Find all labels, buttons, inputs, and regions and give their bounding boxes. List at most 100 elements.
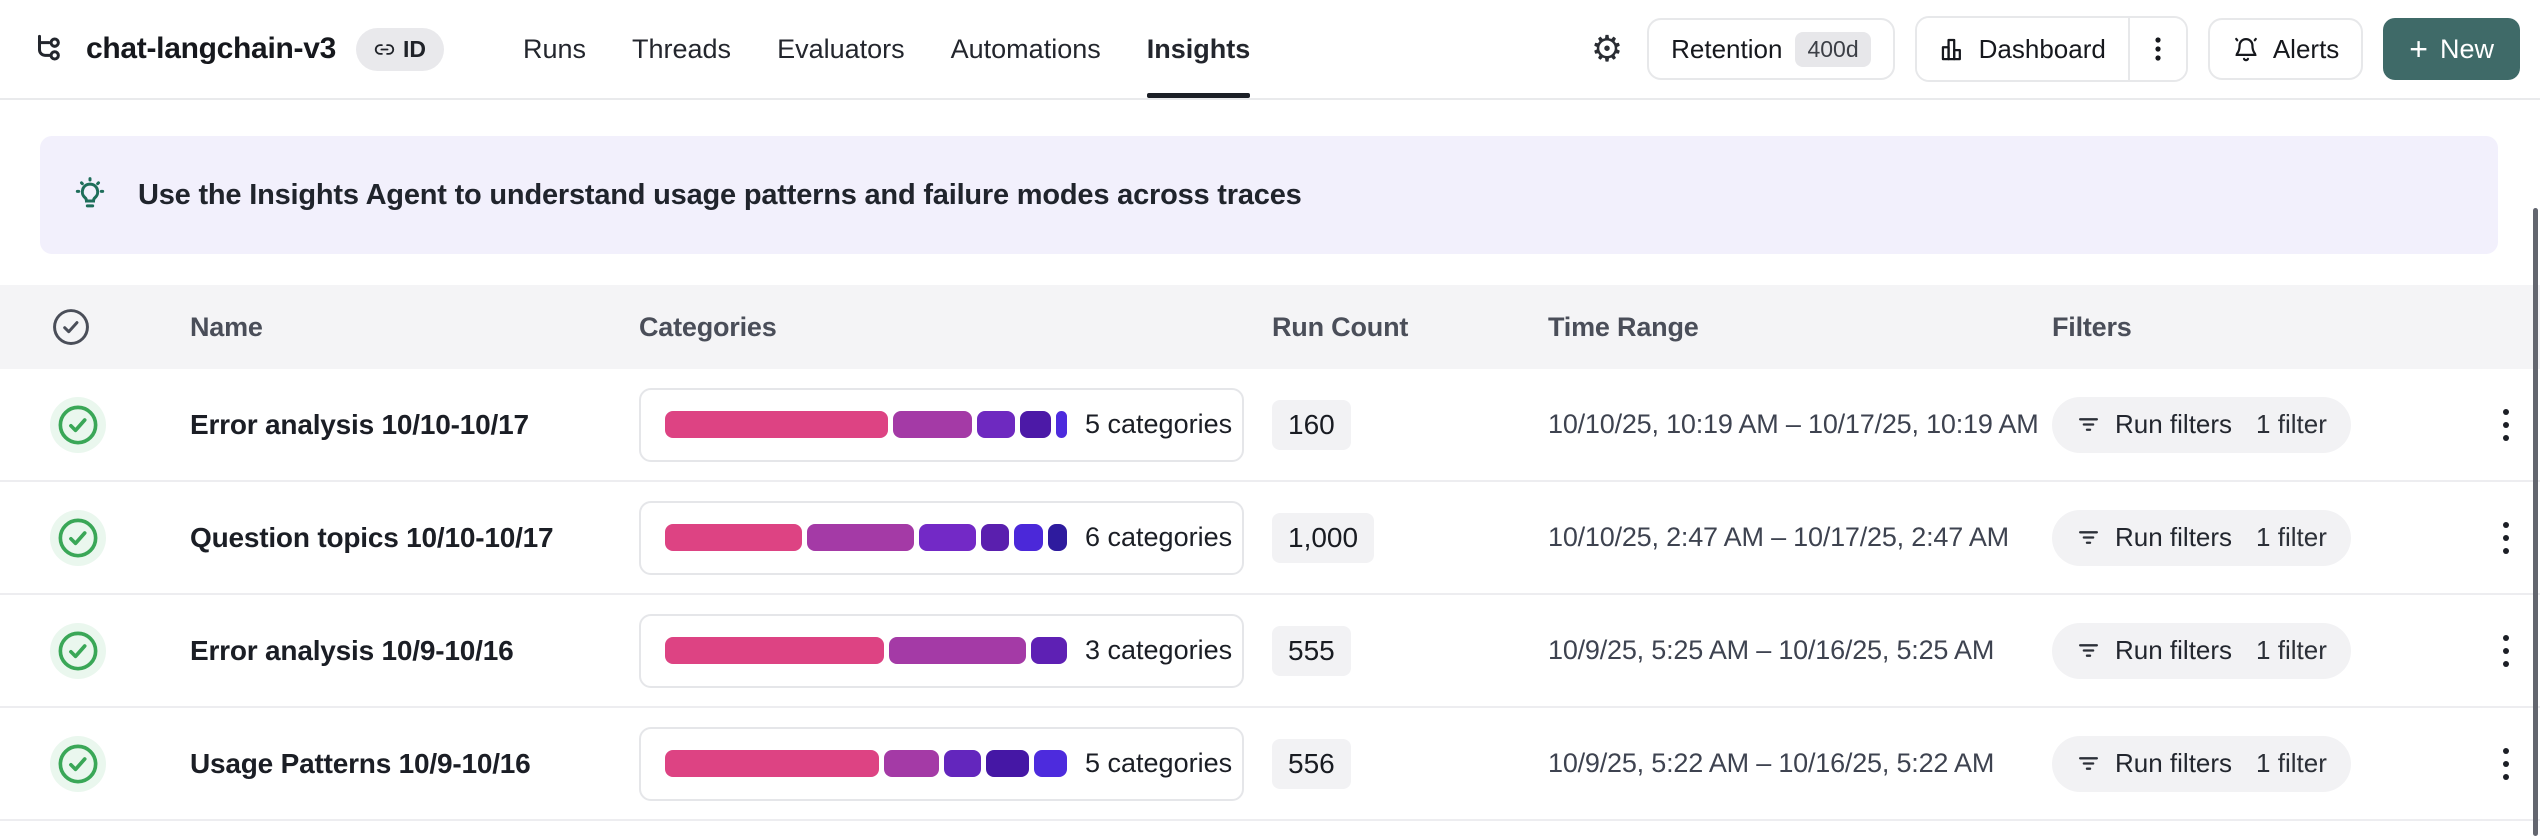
column-header-filters: Filters — [2052, 311, 2132, 342]
time-range: 10/10/25, 2:47 AM – 10/17/25, 2:47 AM — [1548, 522, 2009, 552]
retention-label: Retention — [1671, 33, 1783, 64]
column-header-time-range: Time Range — [1548, 311, 1699, 342]
row-status-cell — [0, 735, 190, 792]
link-icon — [374, 39, 395, 60]
time-range: 10/9/25, 5:25 AM – 10/16/25, 5:25 AM — [1548, 635, 1995, 665]
alerts-button[interactable]: Alerts — [2207, 18, 2364, 80]
run-filters-label: Run filters — [2115, 748, 2233, 778]
row-status-cell — [0, 396, 190, 453]
run-filters-chip[interactable]: Run filters 1 filter — [2052, 622, 2351, 679]
tab-runs[interactable]: Runs — [522, 33, 586, 64]
kebab-icon — [2503, 634, 2509, 667]
bell-icon — [2232, 35, 2260, 63]
category-segment — [986, 750, 1029, 777]
insights-table-body: Error analysis 10/10-10/17 5 categories … — [0, 369, 2540, 821]
vertical-scrollbar[interactable] — [2533, 208, 2538, 836]
filter-icon — [2076, 525, 2101, 550]
category-segment — [918, 524, 976, 551]
filters-cell: Run filters 1 filter — [2052, 622, 2472, 679]
category-segment — [807, 524, 914, 551]
filter-count-label: 1 filter — [2256, 748, 2327, 778]
run-filters-label: Run filters — [2115, 522, 2233, 552]
insights-banner: Use the Insights Agent to understand usa… — [40, 136, 2498, 254]
table-row[interactable]: Error analysis 10/9-10/16 3 categories 5… — [0, 595, 2540, 708]
kebab-icon — [2503, 521, 2509, 554]
page-title: chat-langchain-v3 — [86, 32, 336, 65]
status-success-icon — [50, 622, 106, 679]
row-menu-button[interactable] — [2487, 510, 2525, 566]
category-segment — [1014, 524, 1043, 551]
categories-cell: 3 categories — [639, 613, 1272, 688]
id-pill-label: ID — [402, 35, 426, 62]
kebab-icon — [2155, 37, 2161, 61]
table-row[interactable]: Usage Patterns 10/9-10/16 5 categories 5… — [0, 708, 2540, 821]
category-segment — [980, 524, 1010, 551]
retention-button[interactable]: Retention 400d — [1647, 18, 1895, 80]
insight-name: Question topics 10/10-10/17 — [190, 521, 554, 553]
categories-pill: 5 categories — [639, 726, 1244, 801]
insight-name: Error analysis 10/9-10/16 — [190, 634, 514, 666]
table-header-row: Name Categories Run Count Time Range Fil… — [0, 285, 2540, 369]
category-segment — [1033, 750, 1067, 777]
run-filters-chip[interactable]: Run filters 1 filter — [2052, 509, 2351, 566]
filter-icon — [2076, 412, 2101, 437]
dashboard-label: Dashboard — [1978, 33, 2106, 64]
row-menu-button[interactable] — [2487, 623, 2525, 679]
new-button[interactable]: + New — [2383, 18, 2520, 80]
category-segment — [884, 750, 939, 777]
categories-pill: 6 categories — [639, 500, 1244, 575]
tab-insights[interactable]: Insights — [1124, 0, 1274, 98]
categories-count-label: 5 categories — [1085, 748, 1233, 778]
row-menu-button[interactable] — [2487, 736, 2525, 792]
table-row[interactable]: Question topics 10/10-10/17 6 categories… — [0, 482, 2540, 595]
copy-id-button[interactable]: ID — [355, 27, 444, 71]
bar-chart-icon — [1939, 36, 1966, 63]
dashboard-button[interactable]: Dashboard — [1916, 18, 2128, 80]
category-bar — [665, 524, 1068, 551]
categories-pill: 3 categories — [639, 613, 1244, 688]
tab-evaluators[interactable]: Evaluators — [777, 33, 905, 64]
category-segment — [888, 637, 1027, 664]
row-actions-cell — [2472, 736, 2540, 792]
categories-pill: 5 categories — [639, 387, 1244, 462]
filters-cell: Run filters 1 filter — [2052, 396, 2472, 453]
run-count-cell: 556 — [1272, 738, 1548, 789]
banner-text: Use the Insights Agent to understand usa… — [138, 178, 1302, 211]
table-row[interactable]: Error analysis 10/10-10/17 5 categories … — [0, 369, 2540, 482]
row-actions-cell — [2472, 623, 2540, 679]
categories-count-label: 3 categories — [1085, 635, 1233, 665]
run-filters-chip[interactable]: Run filters 1 filter — [2052, 735, 2351, 792]
new-label: New — [2439, 33, 2494, 64]
categories-cell: 5 categories — [639, 387, 1272, 462]
tab-threads[interactable]: Threads — [632, 33, 732, 64]
category-segment — [665, 637, 884, 664]
category-segment — [892, 411, 973, 438]
dashboard-button-group: Dashboard — [1914, 16, 2188, 82]
run-count-cell: 160 — [1272, 399, 1548, 450]
run-count-cell: 555 — [1272, 625, 1548, 676]
category-segment — [1020, 411, 1052, 438]
categories-count-label: 6 categories — [1085, 522, 1233, 552]
kebab-icon — [2503, 747, 2509, 780]
categories-count-label: 5 categories — [1085, 409, 1233, 439]
row-menu-button[interactable] — [2487, 397, 2525, 453]
lightbulb-icon — [70, 175, 110, 215]
category-bar — [665, 411, 1067, 438]
run-filters-chip[interactable]: Run filters 1 filter — [2052, 396, 2351, 453]
category-segment — [1031, 637, 1067, 664]
run-count-badge: 555 — [1272, 625, 1351, 676]
gear-icon[interactable]: ⚙ — [1587, 27, 1627, 71]
insights-table: Name Categories Run Count Time Range Fil… — [0, 285, 2540, 821]
run-count-cell: 1,000 — [1272, 512, 1548, 563]
dashboard-more-button[interactable] — [2129, 18, 2186, 80]
insight-name: Usage Patterns 10/9-10/16 — [190, 747, 531, 779]
categories-cell: 5 categories — [639, 726, 1272, 801]
project-tree-icon — [30, 30, 68, 68]
status-success-icon — [50, 396, 106, 453]
category-segment — [665, 750, 880, 777]
column-header-name: Name — [190, 311, 263, 342]
tab-automations[interactable]: Automations — [950, 33, 1101, 64]
row-status-cell — [0, 509, 190, 566]
kebab-icon — [2503, 408, 2509, 441]
run-filters-label: Run filters — [2115, 409, 2233, 439]
